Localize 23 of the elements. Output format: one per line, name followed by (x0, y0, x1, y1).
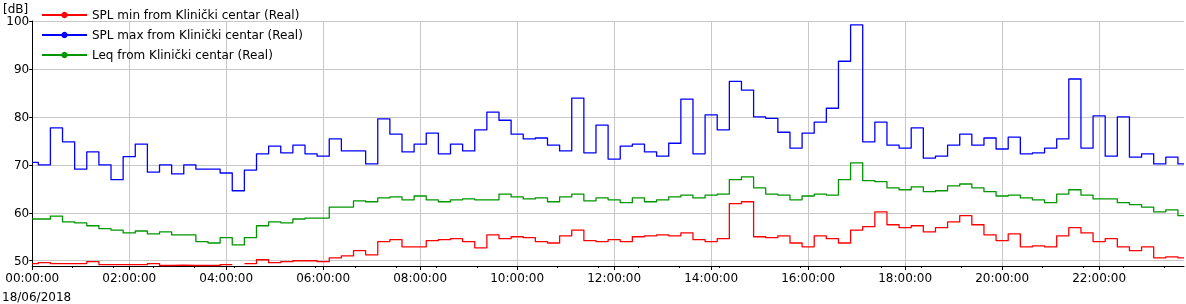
x-tick-label: 20:00:00 (975, 271, 1030, 285)
legend-label: Leq from Klinički centar (Real) (92, 48, 273, 62)
x-tick-label: 08:00:00 (393, 271, 448, 285)
x-tick-label: 18:00:00 (878, 271, 933, 285)
legend-label: SPL max from Klinički centar (Real) (92, 28, 303, 42)
y-tick-label: 70 (13, 157, 30, 172)
x-tick-label: 22:00:00 (1072, 271, 1127, 285)
x-tick-label: 06:00:00 (296, 271, 351, 285)
y-tick-label: 80 (13, 109, 30, 124)
y-tick-label: 50 (13, 253, 30, 268)
x-tick-label: 02:00:00 (102, 271, 157, 285)
legend-label: SPL min from Klinički centar (Real) (92, 8, 300, 22)
y-tick-label: 100 (6, 14, 30, 28)
x-tick-label: 04:00:00 (199, 271, 254, 285)
y-tick-label: 60 (13, 205, 30, 220)
x-tick-label: 00:00:00 (5, 271, 60, 285)
y-tick-label: 90 (13, 61, 30, 76)
x-tick-label: 10:00:00 (490, 271, 545, 285)
text: 18/06/2018 (2, 290, 72, 304)
x-tick-label: 14:00:00 (684, 271, 739, 285)
x-tick-label: 16:00:00 (781, 271, 836, 285)
y-axis-title: [dB] (2, 2, 29, 17)
x-tick-label: 12:00:00 (587, 271, 642, 285)
